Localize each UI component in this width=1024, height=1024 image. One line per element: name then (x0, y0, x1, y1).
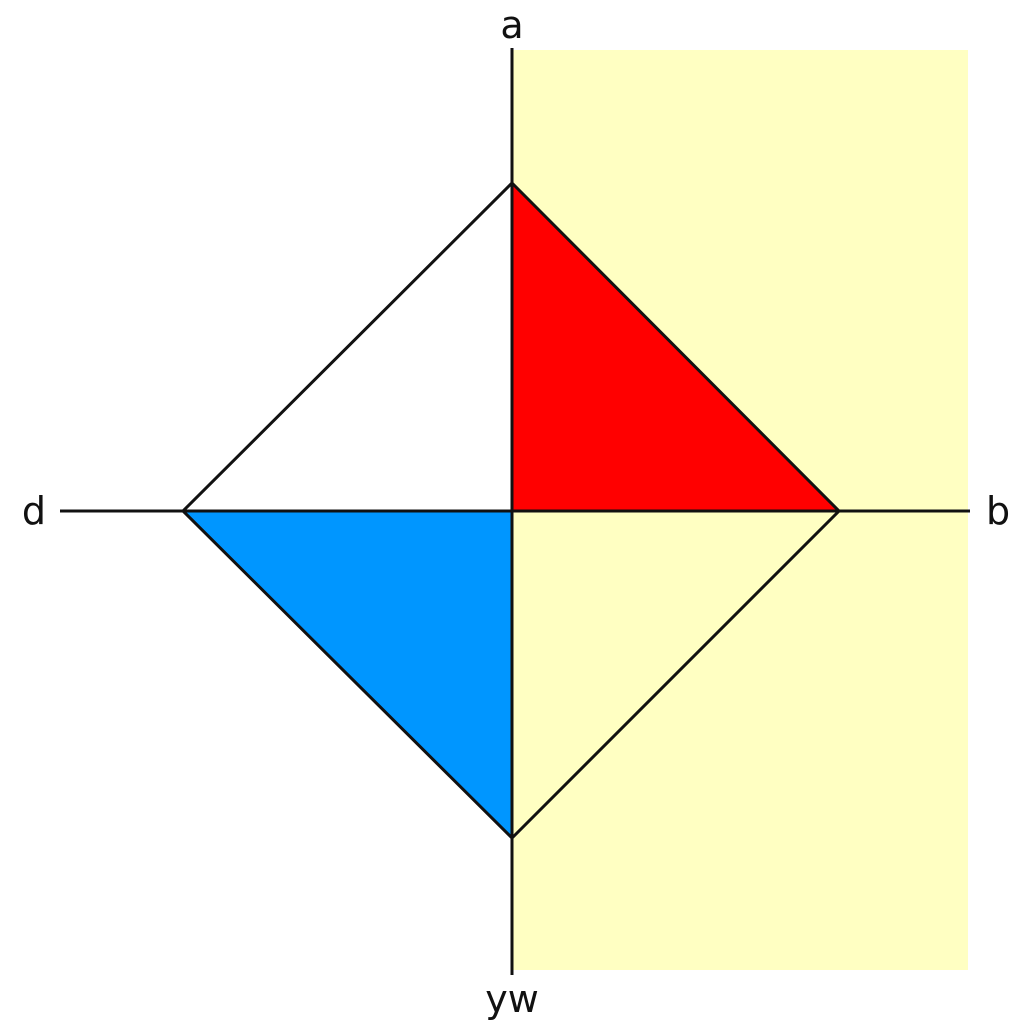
label-bottom: yᴡ (485, 977, 539, 1021)
label-top: a (500, 3, 523, 47)
label-left: d (22, 489, 46, 533)
label-right: b (986, 489, 1010, 533)
